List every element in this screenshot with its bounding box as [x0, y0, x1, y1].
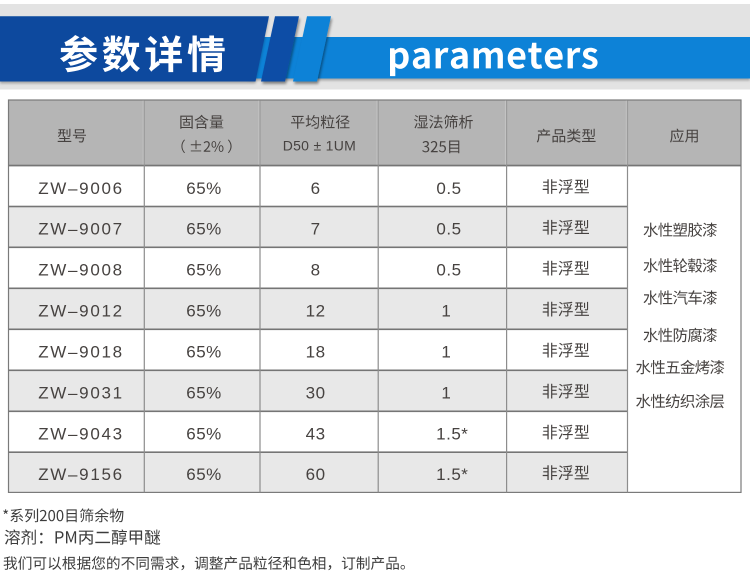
svg-text:65%: 65%	[186, 220, 222, 239]
svg-text:65%: 65%	[186, 261, 222, 280]
svg-text:65%: 65%	[186, 343, 222, 362]
svg-text:ZW–9156: ZW–9156	[38, 465, 124, 484]
svg-text:65%: 65%	[186, 179, 222, 198]
svg-text:ZW–9007: ZW–9007	[38, 220, 124, 239]
svg-text:12: 12	[306, 302, 326, 321]
svg-text:0.5: 0.5	[436, 179, 461, 198]
svg-text:ZW–9008: ZW–9008	[38, 261, 124, 280]
svg-text:0.5: 0.5	[436, 261, 461, 280]
svg-text:65%: 65%	[186, 465, 222, 484]
svg-text:60: 60	[306, 465, 326, 484]
svg-text:1: 1	[441, 343, 451, 362]
svg-text:65%: 65%	[186, 425, 222, 444]
svg-text:ZW–9006: ZW–9006	[38, 179, 124, 198]
svg-text:1: 1	[441, 302, 451, 321]
svg-text:30: 30	[306, 384, 326, 403]
svg-text:7: 7	[311, 220, 321, 239]
svg-text:65%: 65%	[186, 302, 222, 321]
svg-text:65%: 65%	[186, 384, 222, 403]
svg-text:ZW–9031: ZW–9031	[38, 384, 124, 403]
svg-text:ZW–9043: ZW–9043	[38, 425, 124, 444]
svg-text:43: 43	[306, 425, 326, 444]
svg-text:0.5: 0.5	[436, 220, 461, 239]
svg-text:ZW–9012: ZW–9012	[38, 302, 124, 321]
svg-text:ZW–9018: ZW–9018	[38, 343, 124, 362]
svg-text:8: 8	[311, 261, 321, 280]
svg-text:1.5*: 1.5*	[436, 425, 468, 444]
svg-text:1: 1	[441, 384, 451, 403]
svg-text:D50 ± 1UM: D50 ± 1UM	[283, 137, 356, 153]
svg-text:18: 18	[306, 343, 326, 362]
svg-text:6: 6	[311, 179, 321, 198]
svg-text:1.5*: 1.5*	[436, 465, 468, 484]
